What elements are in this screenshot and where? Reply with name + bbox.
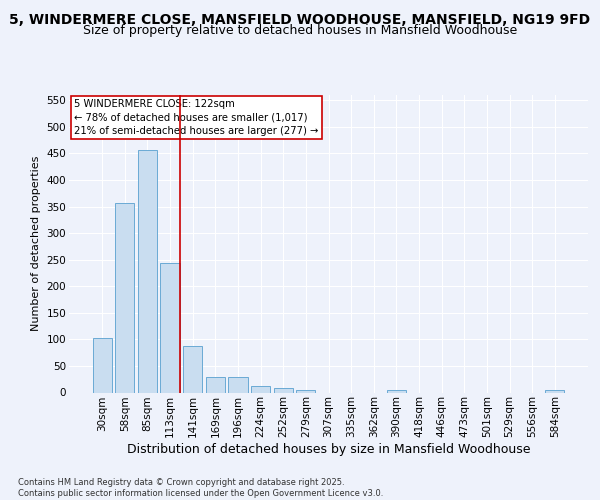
Bar [160, 264, 180, 392]
Bar [138, 150, 157, 392]
Bar [545, 390, 565, 392]
X-axis label: Distribution of detached houses by size in Mansfield Woodhouse: Distribution of detached houses by size … [127, 443, 530, 456]
Bar [92, 338, 112, 392]
Text: 5, WINDERMERE CLOSE, MANSFIELD WOODHOUSE, MANSFIELD, NG19 9FD: 5, WINDERMERE CLOSE, MANSFIELD WOODHOUSE… [10, 12, 590, 26]
Bar [274, 388, 293, 392]
Y-axis label: Number of detached properties: Number of detached properties [31, 156, 41, 332]
Bar [251, 386, 270, 392]
Bar [229, 376, 248, 392]
Bar [115, 204, 134, 392]
Text: Size of property relative to detached houses in Mansfield Woodhouse: Size of property relative to detached ho… [83, 24, 517, 37]
Bar [206, 376, 225, 392]
Bar [296, 390, 316, 392]
Bar [387, 390, 406, 392]
Bar [183, 346, 202, 393]
Text: Contains HM Land Registry data © Crown copyright and database right 2025.
Contai: Contains HM Land Registry data © Crown c… [18, 478, 383, 498]
Text: 5 WINDERMERE CLOSE: 122sqm
← 78% of detached houses are smaller (1,017)
21% of s: 5 WINDERMERE CLOSE: 122sqm ← 78% of deta… [74, 100, 319, 136]
